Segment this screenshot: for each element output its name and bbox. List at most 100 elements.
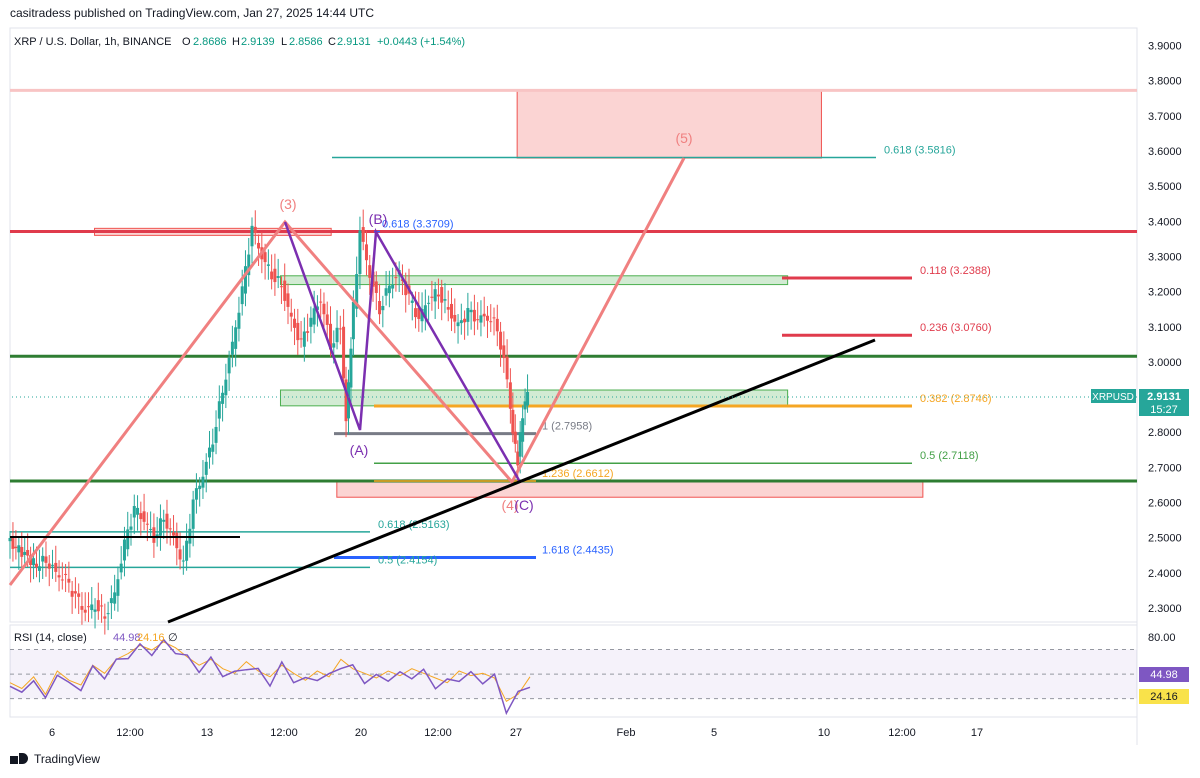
candle-body [505, 356, 509, 380]
candle-body [83, 609, 87, 613]
time-axis[interactable]: 6 12:00 13 12:00 20 12:00 27 Feb 5 10 12:00 17 [49, 727, 983, 739]
candle-body [100, 605, 104, 607]
candle-body [414, 308, 418, 318]
candle-body [263, 252, 267, 263]
candle-body [443, 299, 447, 301]
price-tick-label: 3.8000 [1148, 76, 1182, 88]
price-tick-label: 3.7000 [1148, 111, 1182, 123]
candle-body [459, 320, 463, 324]
price-tick-label: 3.9000 [1148, 41, 1182, 53]
candle-body [237, 312, 241, 329]
candle-body [230, 341, 234, 355]
price-tick-label: 3.3000 [1148, 251, 1182, 263]
candle-body [221, 392, 225, 404]
candle-body [420, 309, 424, 322]
candle-body [299, 338, 303, 340]
candle-body [116, 579, 120, 596]
symbol-tag-bg [1091, 389, 1136, 403]
candle-body [51, 564, 55, 566]
candle-body [149, 528, 153, 530]
wave-5-label: (5) [675, 130, 692, 146]
candle-body [511, 409, 515, 434]
candle-body [109, 598, 113, 604]
price-tick-label: 2.4000 [1148, 568, 1182, 580]
fib-level-label: 0.618 (3.5816) [884, 144, 956, 156]
candle-body [214, 426, 218, 443]
candle-body [391, 284, 395, 289]
candle-body [8, 537, 12, 542]
time-tick-label: 20 [355, 727, 367, 739]
candle-body [64, 573, 68, 575]
candle-body [113, 592, 117, 604]
candle-body [250, 225, 254, 247]
candle-body [273, 268, 277, 283]
candle-body [394, 277, 398, 279]
candle-body [518, 432, 522, 457]
wave-lines-layer [8, 157, 1137, 624]
candle-body [204, 461, 208, 475]
candle-body [502, 345, 506, 359]
candle-body [270, 271, 274, 280]
candle-body [168, 528, 172, 530]
legend-open-label: O [182, 36, 191, 48]
candle-body [472, 309, 476, 322]
legend-symbol: XRP / U.S. Dollar, 1h, BINANCE [14, 36, 172, 48]
candle-body [513, 431, 517, 444]
candle-body [162, 519, 166, 522]
candle-body [90, 604, 94, 611]
rsi-value: 44.98 [113, 632, 141, 644]
candle-body [293, 318, 297, 328]
candle-body [181, 560, 185, 562]
candles-layer [8, 209, 530, 635]
candle-body [404, 281, 408, 296]
candle-body [319, 301, 323, 303]
candle-body [466, 307, 470, 322]
fib-level-label: 0.5 (2.4154) [378, 554, 437, 566]
candle-body [122, 539, 126, 561]
published-caption: casitradess published on TradingView.com… [10, 6, 374, 20]
rsi-line [9, 638, 531, 716]
legend-high-label: H [232, 36, 240, 48]
candle-body [523, 401, 527, 410]
candle-body [152, 527, 156, 543]
price-zone [336, 480, 924, 498]
candle-body [374, 281, 378, 293]
candle-body [32, 558, 36, 566]
price-tag-countdown: 15:27 [1150, 404, 1178, 416]
candle-body [463, 318, 467, 323]
price-zone [279, 275, 789, 286]
candle-body [456, 322, 460, 327]
correction-wave-line [283, 221, 522, 483]
price-axis[interactable]: 3.9000 3.8000 3.7000 3.6000 3.5000 3.4000 3.30… [1148, 41, 1182, 615]
candle-body [526, 391, 530, 406]
rsi-ma-value: 24.16 [137, 632, 165, 644]
time-tick-label: Feb [617, 727, 636, 739]
rsi-tick-80: 80.00 [1148, 632, 1176, 644]
candle-body [279, 286, 283, 288]
candle-body [325, 314, 329, 325]
candle-body [329, 323, 333, 350]
candle-body [198, 485, 202, 490]
candle-body [521, 418, 525, 442]
candle-body [26, 549, 30, 556]
rsi-na-value: ∅ [168, 632, 178, 644]
candle-body [257, 242, 261, 249]
candle-body [476, 319, 480, 321]
candle-body [23, 551, 27, 555]
candle-body [296, 322, 300, 341]
price-tick-label: 2.8000 [1148, 427, 1182, 439]
fib-levels-layer: 0.618 (3.5816) 0.618 (3.3709) 0.118 (3.238… [10, 144, 992, 569]
candle-body [378, 301, 382, 315]
candle-body [175, 532, 179, 549]
candle-body [136, 507, 140, 515]
candle-body [211, 444, 215, 452]
price-tick-label: 3.2000 [1148, 287, 1182, 299]
time-tick-label: 13 [201, 727, 213, 739]
candle-body [433, 289, 437, 302]
candle-body [77, 593, 81, 597]
rsi-layer [9, 638, 1137, 716]
candle-body [368, 265, 372, 278]
candle-body [436, 294, 440, 297]
candle-body [103, 616, 107, 619]
